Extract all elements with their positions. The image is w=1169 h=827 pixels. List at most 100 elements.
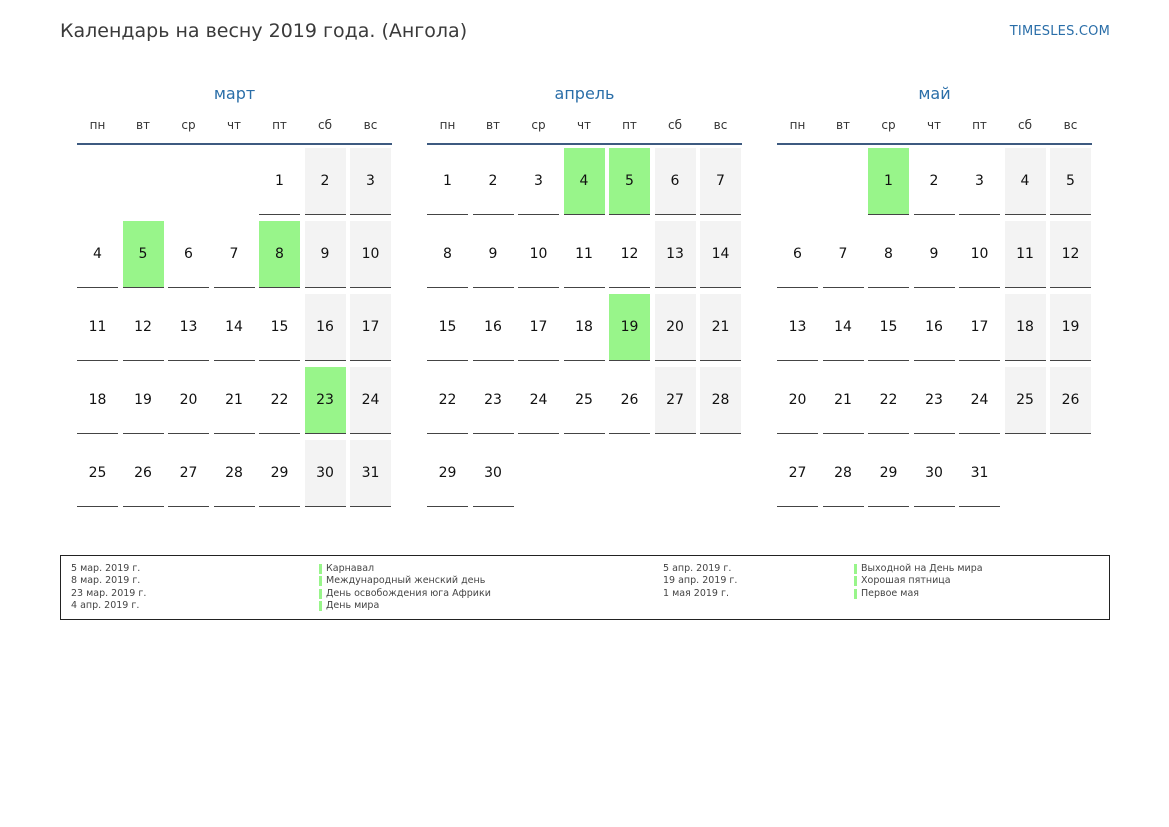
day-cell: 16: [472, 294, 514, 361]
day-cell: 3: [959, 148, 1000, 215]
weekday-label: вс: [713, 118, 728, 132]
day-cell: 23: [913, 367, 955, 434]
day-cell: 5: [1050, 148, 1091, 215]
day-cell: 14: [822, 294, 864, 361]
day-cell: 27: [654, 367, 696, 434]
day-cell: 20: [777, 367, 818, 434]
legend-date: 5 апр. 2019 г.: [663, 563, 732, 574]
day-cell: 2: [913, 148, 955, 215]
calendar-grid: март пн вт ср чт пт сб вс 1 2 3 4 5 6 7 8 9 10 11 12 13 14 1…: [77, 82, 1092, 512]
day-cell: 25: [1004, 367, 1046, 434]
site-link[interactable]: TIMESLES.COM: [1009, 24, 1110, 39]
day-cell: 24: [959, 367, 1000, 434]
day-cell: 13: [777, 294, 818, 361]
day-cell: 17: [959, 294, 1000, 361]
day-cell: 2: [472, 148, 514, 215]
day-cell: 2: [304, 148, 346, 215]
weekday-label: пт: [972, 118, 987, 132]
day-cell: 7: [213, 221, 255, 288]
day-cell: 27: [168, 440, 209, 507]
weekday-header: пн вт ср чт пт сб вс: [77, 118, 392, 145]
weekday-label: ср: [881, 118, 896, 132]
day-cell: 11: [77, 294, 118, 361]
day-cell: 11: [1004, 221, 1046, 288]
day-cell: 24: [518, 367, 559, 434]
day-cell: 30: [304, 440, 346, 507]
weekday-label: сб: [668, 118, 682, 132]
day-cell: 26: [609, 367, 650, 434]
weekday-label: вт: [485, 118, 501, 132]
day-cell: 30: [913, 440, 955, 507]
legend-date: 5 мар. 2019 г.: [71, 563, 141, 574]
page-title: Календарь на весну 2019 года. (Ангола): [60, 20, 468, 42]
weekday-label: пн: [439, 118, 456, 132]
holiday-day-cell: 19: [609, 294, 650, 361]
weekday-label: чт: [926, 118, 942, 132]
day-cell: 7: [822, 221, 864, 288]
day-cell: 27: [777, 440, 818, 507]
day-cell: 4: [77, 221, 118, 288]
weekday-header: пн вт ср чт пт сб вс: [427, 118, 742, 145]
day-cell: 29: [868, 440, 909, 507]
day-cell: 13: [168, 294, 209, 361]
legend-holiday-name: Карнавал: [319, 563, 374, 574]
legend-holiday-name: Первое мая: [854, 588, 919, 599]
weekday-label: пн: [789, 118, 806, 132]
day-cell: 12: [122, 294, 164, 361]
weekday-label: чт: [226, 118, 242, 132]
day-cell: 21: [822, 367, 864, 434]
day-cell: 29: [259, 440, 300, 507]
day-cell: 26: [1050, 367, 1091, 434]
weekday-label: сб: [1018, 118, 1032, 132]
day-cell: 11: [563, 221, 605, 288]
weekday-header: пн вт ср чт пт сб вс: [777, 118, 1092, 145]
legend-holiday-name: Международный женский день: [319, 575, 485, 586]
month-title: март: [213, 84, 256, 103]
day-cell: 6: [168, 221, 209, 288]
day-cell: 16: [304, 294, 346, 361]
legend-date: 8 мар. 2019 г.: [71, 575, 141, 586]
day-cell: 10: [959, 221, 1000, 288]
holiday-day-cell: 5: [609, 148, 650, 215]
holiday-legend: 5 мар. 2019 г. 8 мар. 2019 г. 23 мар. 20…: [60, 555, 1110, 620]
day-cell: 23: [472, 367, 514, 434]
weekday-label: чт: [576, 118, 592, 132]
legend-holiday-name: Хорошая пятница: [854, 575, 951, 586]
legend-date: 23 мар. 2019 г.: [71, 588, 147, 599]
day-cell: 21: [213, 367, 255, 434]
holiday-day-cell: 23: [304, 367, 346, 434]
day-cell: 18: [563, 294, 605, 361]
day-cell: 1: [427, 148, 468, 215]
holiday-day-cell: 4: [563, 148, 605, 215]
day-cell: 20: [168, 367, 209, 434]
day-cell: 31: [959, 440, 1000, 507]
day-cell: 31: [350, 440, 391, 507]
weekday-label: сб: [318, 118, 332, 132]
day-cell: 14: [700, 221, 741, 288]
weekday-label: вт: [135, 118, 151, 132]
day-cell: 22: [427, 367, 468, 434]
day-cell: 29: [427, 440, 468, 507]
day-cell: 25: [563, 367, 605, 434]
day-cell: 4: [1004, 148, 1046, 215]
day-cell: 14: [213, 294, 255, 361]
day-cell: 17: [518, 294, 559, 361]
holiday-day-cell: 8: [259, 221, 300, 288]
legend-holiday-name: День освобождения юга Африки: [319, 588, 491, 599]
day-cell: 16: [913, 294, 955, 361]
day-cell: 10: [518, 221, 559, 288]
day-cell: 25: [77, 440, 118, 507]
weekday-label: вт: [835, 118, 851, 132]
day-cell: 9: [913, 221, 955, 288]
day-cell: 15: [259, 294, 300, 361]
legend-date: 4 апр. 2019 г.: [71, 600, 140, 611]
day-cell: 13: [654, 221, 696, 288]
weekday-label: ср: [531, 118, 546, 132]
day-cell: 9: [472, 221, 514, 288]
holiday-day-cell: 5: [122, 221, 164, 288]
weekday-label: пт: [622, 118, 637, 132]
day-cell: 12: [609, 221, 650, 288]
day-cell: 9: [304, 221, 346, 288]
day-cell: 3: [350, 148, 391, 215]
day-cell: 28: [213, 440, 255, 507]
